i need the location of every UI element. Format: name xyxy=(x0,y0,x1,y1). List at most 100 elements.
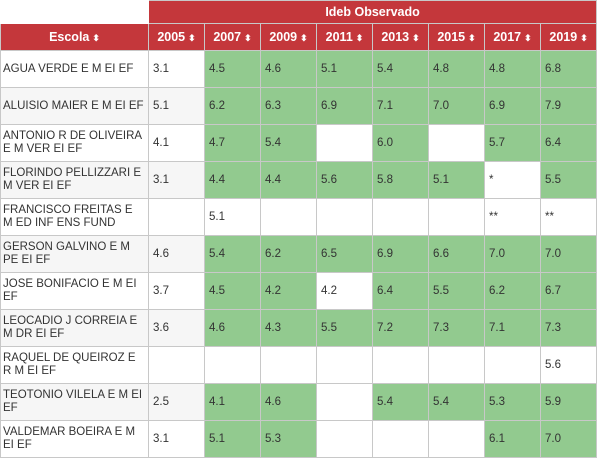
score-cell-2013: 7.1 xyxy=(372,87,429,125)
column-header-label: 2007 xyxy=(213,30,242,44)
score-cell-2007: 4.4 xyxy=(204,161,261,199)
table-row: AGUA VERDE E M EI EF 3.1 4.5 4.6 5.1 5.4 4.8 4.… xyxy=(0,50,598,88)
table-row: FRANCISCO FREITAS E M ED INF ENS FUND 5.1… xyxy=(0,198,598,236)
score-cell-2005: 3.7 xyxy=(148,272,205,310)
score-cell-2005: 3.1 xyxy=(148,50,205,88)
score-cell-2015: 5.4 xyxy=(428,383,485,421)
score-cell-2005: 2.5 xyxy=(148,383,205,421)
score-cell-2011 xyxy=(316,420,373,458)
score-cell-2019: 6.8 xyxy=(539,50,598,88)
school-name-cell: ALUISIO MAIER E M EI EF xyxy=(0,87,149,125)
score-cell-2007: 4.5 xyxy=(204,272,261,310)
score-cell-2013: 5.4 xyxy=(372,383,429,421)
sort-icon[interactable]: ⬍ xyxy=(468,33,476,43)
score-cell-2009: 5.4 xyxy=(260,124,317,162)
table-row: GERSON GALVINO E M PE EI EF 4.6 5.4 6.2 6.5 6… xyxy=(0,235,598,273)
score-cell-2017: 4.8 xyxy=(484,50,541,88)
score-cell-2009: 5.3 xyxy=(260,420,317,458)
score-cell-2009: 4.6 xyxy=(260,383,317,421)
score-cell-2011: 5.5 xyxy=(316,309,373,347)
score-cell-2005: 3.6 xyxy=(148,309,205,347)
score-cell-2011 xyxy=(316,383,373,421)
score-cell-2015 xyxy=(428,124,485,162)
school-name-cell: FLORINDO PELLIZZARI E M VER EI EF xyxy=(0,161,149,199)
group-header-ideb-observado: Ideb Observado xyxy=(147,0,598,24)
score-cell-2015: 6.6 xyxy=(428,235,485,273)
score-cell-2005: 4.1 xyxy=(148,124,205,162)
score-cell-2017: 6.1 xyxy=(484,420,541,458)
score-cell-2015: 4.8 xyxy=(428,50,485,88)
score-cell-2019: 5.9 xyxy=(539,383,598,421)
score-cell-2013 xyxy=(372,420,429,458)
score-cell-2005: 4.6 xyxy=(148,235,205,273)
sort-icon[interactable]: ⬍ xyxy=(188,33,196,43)
score-cell-2005: 3.1 xyxy=(148,420,205,458)
sort-icon[interactable]: ⬍ xyxy=(412,33,420,43)
table-row: LEOCADIO J CORREIA E M DR EI EF 3.6 4.6 4.3… xyxy=(0,309,598,347)
school-name-cell: FRANCISCO FREITAS E M ED INF ENS FUND xyxy=(0,198,149,236)
column-header-2007[interactable]: 2007 ⬍ xyxy=(204,23,261,51)
score-cell-2009: 4.2 xyxy=(260,272,317,310)
column-header-label: 2015 xyxy=(437,30,466,44)
column-header-2005[interactable]: 2005 ⬍ xyxy=(148,23,205,51)
sort-icon[interactable]: ⬍ xyxy=(300,33,308,43)
score-cell-2013 xyxy=(372,198,429,236)
score-cell-2019: 7.3 xyxy=(539,309,598,347)
school-name-cell: AGUA VERDE E M EI EF xyxy=(0,50,149,88)
score-cell-2011 xyxy=(316,346,373,384)
score-cell-2017: 7.0 xyxy=(484,235,541,273)
score-cell-2017: 6.2 xyxy=(484,272,541,310)
score-cell-2011 xyxy=(316,124,373,162)
column-header-2017[interactable]: 2017 ⬍ xyxy=(484,23,541,51)
sort-icon[interactable]: ⬍ xyxy=(355,33,364,43)
school-name-cell: GERSON GALVINO E M PE EI EF xyxy=(0,235,149,273)
column-header-label: 2013 xyxy=(381,30,410,44)
score-cell-2017: 5.7 xyxy=(484,124,541,162)
score-cell-2007: 4.1 xyxy=(204,383,261,421)
column-header-2019[interactable]: 2019 ⬍ xyxy=(539,23,598,51)
school-name-cell: RAQUEL DE QUEIROZ E R M EI EF xyxy=(0,346,149,384)
sort-icon[interactable]: ⬍ xyxy=(524,33,532,43)
sort-icon[interactable]: ⬍ xyxy=(580,33,588,43)
score-cell-2011: 6.5 xyxy=(316,235,373,273)
table-row: VALDEMAR BOEIRA E M EI EF 3.1 5.1 5.3 6.1 7.0 xyxy=(0,420,598,458)
column-header-2013[interactable]: 2013 ⬍ xyxy=(372,23,429,51)
score-cell-2005 xyxy=(148,198,205,236)
score-cell-2017: 5.3 xyxy=(484,383,541,421)
score-cell-2019: 7.9 xyxy=(539,87,598,125)
score-cell-2007: 4.6 xyxy=(204,309,261,347)
school-name-cell: TEOTONIO VILELA E M EI EF xyxy=(0,383,149,421)
score-cell-2019: 6.4 xyxy=(539,124,598,162)
column-header-label: 2017 xyxy=(493,30,522,44)
sort-icon[interactable]: ⬍ xyxy=(92,33,100,43)
header-blank xyxy=(0,0,149,24)
column-header-label: Escola xyxy=(49,30,90,44)
score-cell-2013: 7.2 xyxy=(372,309,429,347)
score-cell-2017: * xyxy=(484,161,541,199)
column-header-label: 2009 xyxy=(269,30,298,44)
column-header-2011[interactable]: 2011 ⬍ xyxy=(316,23,373,51)
table-row: ANTONIO R DE OLIVEIRA E M VER EI EF 4.1 4.… xyxy=(0,124,598,162)
score-cell-2011: 4.2 xyxy=(316,272,373,310)
score-cell-2009 xyxy=(260,198,317,236)
score-cell-2019: ** xyxy=(539,198,598,236)
score-cell-2015 xyxy=(428,346,485,384)
table-row: TEOTONIO VILELA E M EI EF 2.5 4.1 4.6 5.4 5.4… xyxy=(0,383,598,421)
score-cell-2015: 5.1 xyxy=(428,161,485,199)
column-header-2015[interactable]: 2015 ⬍ xyxy=(428,23,485,51)
score-cell-2019: 7.0 xyxy=(539,235,598,273)
score-cell-2013: 5.4 xyxy=(372,50,429,88)
score-cell-2013: 6.4 xyxy=(372,272,429,310)
score-cell-2019: 5.6 xyxy=(539,346,598,384)
score-cell-2013: 5.8 xyxy=(372,161,429,199)
school-name-cell: JOSE BONIFACIO E M EI EF xyxy=(0,272,149,310)
score-cell-2009: 4.6 xyxy=(260,50,317,88)
score-cell-2015 xyxy=(428,420,485,458)
column-header-2009[interactable]: 2009 ⬍ xyxy=(260,23,317,51)
score-cell-2009: 4.3 xyxy=(260,309,317,347)
school-name-cell: VALDEMAR BOEIRA E M EI EF xyxy=(0,420,149,458)
column-header-label: 2011 xyxy=(325,30,353,44)
column-header-escola[interactable]: Escola ⬍ xyxy=(0,23,149,51)
sort-icon[interactable]: ⬍ xyxy=(244,33,252,43)
score-cell-2007: 5.4 xyxy=(204,235,261,273)
